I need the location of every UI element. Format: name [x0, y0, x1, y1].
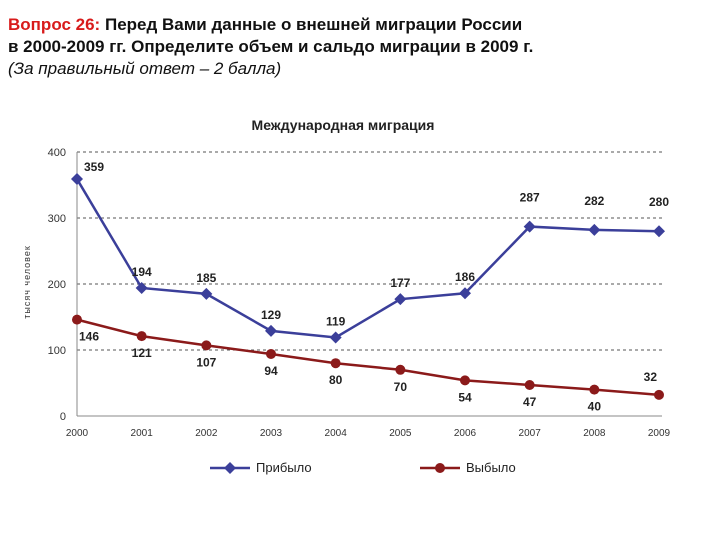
x-tick-label: 2009 — [648, 428, 671, 439]
data-label: 359 — [84, 160, 104, 174]
series-line — [76, 318, 660, 397]
data-label: 185 — [196, 271, 216, 285]
data-label: 177 — [390, 276, 410, 290]
x-tick-label: 2006 — [454, 428, 477, 439]
data-label: 146 — [79, 330, 99, 344]
x-tick-label: 2004 — [325, 428, 348, 439]
x-tick-label: 2000 — [66, 428, 89, 439]
y-tick-label: 400 — [48, 147, 66, 159]
data-label: 80 — [329, 373, 343, 387]
data-point — [394, 293, 407, 306]
legend: Прибыло Выбыло — [210, 460, 516, 475]
data-point — [200, 287, 213, 300]
data-label: 94 — [264, 364, 278, 378]
y-tick-labels: 0 100 200 300 400 — [48, 147, 66, 423]
series-departed: 146 121 107 94 80 70 54 47 40 32 — [72, 314, 664, 414]
series-line — [75, 178, 660, 339]
legend-marker — [224, 462, 236, 474]
data-label: 129 — [261, 308, 281, 322]
y-tick-label: 0 — [60, 411, 66, 423]
series-layer: 359 194 185 129 119 177 186 287 282 280 146 121 107 9… — [71, 160, 669, 414]
question-line-1: Вопрос 26: Перед Вами данные о внешней м… — [8, 14, 712, 36]
legend-label: Выбыло — [466, 460, 516, 475]
data-point — [460, 375, 470, 386]
x-tick-label: 2003 — [260, 428, 283, 439]
chart-svg: Международная миграция тысяч человек 0 10… — [22, 117, 671, 475]
question-label: Вопрос 26: — [8, 15, 101, 34]
data-point — [653, 225, 665, 238]
data-label: 186 — [455, 270, 475, 284]
data-label: 40 — [588, 400, 602, 414]
data-point — [523, 220, 536, 233]
data-point — [588, 223, 601, 236]
data-point — [395, 364, 406, 375]
y-axis-label: тысяч человек — [22, 245, 32, 319]
data-point — [589, 384, 600, 395]
data-label: 121 — [132, 346, 152, 360]
data-label: 287 — [520, 191, 540, 205]
data-label: 282 — [584, 194, 604, 208]
y-tick-label: 200 — [48, 279, 66, 291]
data-label: 32 — [644, 370, 658, 384]
series-arrived: 359 194 185 129 119 177 186 287 282 280 — [71, 160, 669, 344]
data-point — [135, 281, 148, 294]
data-point — [524, 379, 535, 390]
legend-marker — [435, 463, 445, 473]
data-point — [329, 331, 342, 344]
question-note: (За правильный ответ – 2 балла) — [8, 59, 282, 78]
x-tick-label: 2008 — [583, 428, 606, 439]
x-tick-label: 2007 — [519, 428, 542, 439]
data-point — [72, 314, 82, 325]
question-text-1: Перед Вами данные о внешней миграции Рос… — [104, 15, 523, 34]
y-tick-label: 100 — [48, 345, 66, 357]
data-point — [654, 389, 664, 400]
data-point — [459, 287, 471, 300]
data-point — [330, 358, 341, 369]
chart-title: Международная миграция — [252, 117, 435, 133]
data-label: 119 — [326, 314, 346, 328]
x-tick-labels: 2000 2001 2002 2003 2004 2005 2006 2007 2008 2009 — [66, 428, 671, 439]
data-point — [136, 331, 147, 342]
data-label: 194 — [132, 265, 152, 279]
data-label: 280 — [649, 195, 669, 209]
legend-label: Прибыло — [256, 460, 312, 475]
x-tick-label: 2005 — [389, 428, 412, 439]
data-label: 54 — [458, 390, 472, 404]
y-tick-label: 300 — [48, 213, 66, 225]
grid-lines — [77, 151, 662, 351]
axes — [76, 152, 662, 417]
data-label: 47 — [523, 395, 537, 409]
data-point — [265, 324, 277, 337]
data-label: 107 — [196, 355, 216, 369]
x-tick-label: 2001 — [131, 428, 154, 439]
data-point — [201, 340, 212, 351]
data-point — [266, 348, 276, 359]
question-text-2: в 2000-2009 гг. Определите объем и сальд… — [8, 37, 534, 56]
data-point — [71, 173, 83, 186]
migration-chart: Международная миграция тысяч человек 0 10… — [0, 100, 720, 540]
data-label: 70 — [394, 380, 408, 394]
x-tick-label: 2002 — [195, 428, 218, 439]
question-header: Вопрос 26: Перед Вами данные о внешней м… — [8, 14, 712, 80]
